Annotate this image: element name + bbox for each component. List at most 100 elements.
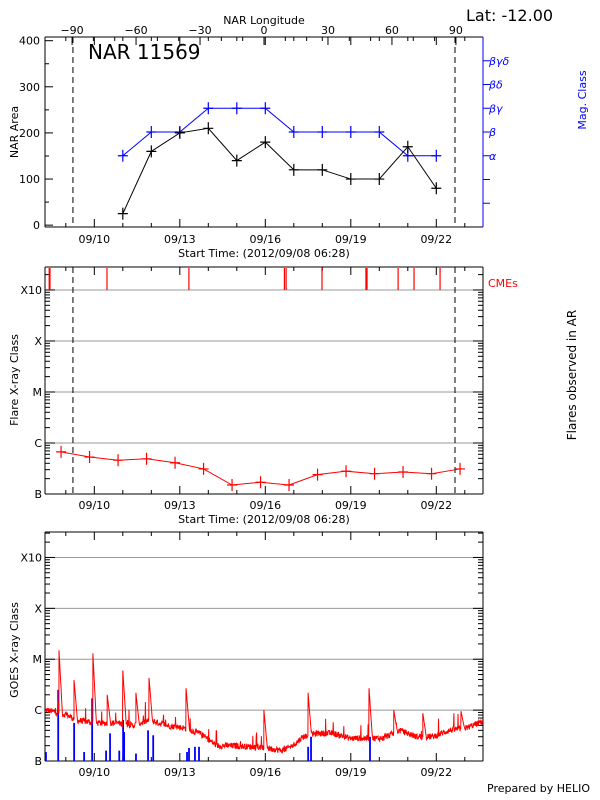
flare-marker (398, 465, 409, 478)
y-tick-label: 300 (19, 81, 40, 94)
x-tick-label: 09/19 (335, 233, 367, 246)
flare-marker (56, 445, 67, 458)
goes-event-bar (198, 746, 200, 761)
y2-axis-title-mag-class: Mag. Class (576, 70, 589, 129)
x-tick-label: 09/13 (164, 766, 196, 779)
y-tick-label: M (33, 386, 43, 399)
y-axis-title-goes-class: GOES X-ray Class (8, 602, 21, 698)
x-tick-label: 09/10 (78, 499, 110, 512)
x-tick-label: 09/22 (420, 499, 452, 512)
goes-event-bar (91, 698, 94, 761)
goes-event-bar (57, 689, 60, 761)
y-tick-label: X (34, 335, 42, 348)
mag-class-marker (345, 126, 356, 138)
y-tick-label: C (34, 704, 42, 717)
mag-class-marker (317, 126, 328, 138)
x2-tick-label: 0 (261, 24, 268, 37)
mag-class-marker (231, 102, 242, 115)
y-tick-label: 0 (33, 219, 40, 232)
goes-event-bar (188, 748, 190, 761)
area-line (122, 127, 437, 214)
x2-tick-label: −60 (124, 24, 147, 37)
mag-class-marker (374, 126, 385, 138)
flare-marker (341, 465, 352, 478)
area-marker (174, 126, 185, 139)
area-marker (260, 136, 271, 149)
flare-marker (255, 476, 266, 489)
x2-tick-label: −90 (60, 24, 83, 37)
x-axis-title-panel1: Start Time: (2012/09/08 06:28) (178, 247, 350, 260)
goes-event-bar (147, 730, 149, 761)
flare-marker (113, 454, 124, 467)
y2-tick-label: β (488, 126, 496, 139)
area-marker (203, 122, 214, 135)
y-tick-label: C (34, 437, 42, 450)
area-marker (374, 173, 385, 186)
goes-event-bar (135, 753, 137, 761)
goes-event-bar (118, 750, 121, 761)
x-tick-label: 09/13 (164, 499, 196, 512)
x-tick-label: 09/16 (249, 233, 281, 246)
goes-event-bar (45, 752, 47, 761)
x2-tick-label: 30 (321, 24, 335, 37)
area-marker (288, 163, 299, 176)
mag-class-line (122, 107, 437, 157)
x-tick-label: 09/10 (78, 233, 110, 246)
area-marker (231, 154, 242, 167)
mag-class-marker (146, 126, 157, 138)
area-marker (431, 182, 442, 195)
flare-marker (170, 456, 181, 469)
goes-event-bar (109, 733, 111, 761)
flare-marker (455, 462, 466, 475)
latitude-annotation: Lat: -12.00 (466, 6, 553, 25)
x-axis-title-panel2: Start Time: (2012/09/08 06:28) (178, 513, 350, 526)
y2-tick-label: α (489, 150, 497, 163)
y-tick-label: X (34, 602, 42, 615)
x2-tick-label: 90 (449, 24, 463, 37)
goes-event-bar (307, 746, 310, 761)
mag-class-marker (431, 149, 442, 162)
area-marker (345, 173, 356, 186)
goes-event-bar (186, 752, 188, 761)
goes-event-bar (83, 752, 86, 761)
goes-event-bar (369, 736, 371, 761)
x-tick-label: 09/19 (335, 766, 367, 779)
y2-tick-label: βγδ (488, 55, 510, 68)
x-tick-label: 09/16 (249, 766, 281, 779)
flare-marker (284, 479, 295, 492)
goes-event-bar (152, 735, 155, 761)
prepared-by-credit: Prepared by HELIO (487, 782, 590, 795)
mag-class-marker (260, 102, 271, 115)
x2-tick-label: 60 (385, 24, 399, 37)
flare-marker (198, 462, 209, 475)
flare-marker (84, 451, 95, 464)
area-marker (402, 140, 413, 153)
y2-axis-title-flares-observed: Flares observed in AR (565, 310, 579, 440)
area-marker (117, 207, 128, 220)
x-tick-label: 09/22 (420, 233, 452, 246)
y-tick-label: B (34, 755, 42, 768)
cme-label: CMEs (488, 277, 518, 290)
x-tick-label: 09/10 (78, 766, 110, 779)
mag-class-marker (288, 126, 299, 138)
y-tick-label: X10 (20, 551, 42, 564)
y-tick-label: X10 (20, 284, 42, 297)
y-tick-label: 100 (19, 173, 40, 186)
goes-event-bar (122, 719, 125, 761)
area-marker (317, 163, 328, 176)
y-tick-label: M (33, 653, 43, 666)
goes-event-bar (73, 722, 76, 761)
x-tick-label: 09/19 (335, 499, 367, 512)
flare-marker (426, 467, 437, 480)
flare-marker (312, 468, 323, 481)
y-tick-label: 200 (19, 127, 40, 140)
flare-marker (227, 479, 238, 492)
flare-marker (369, 467, 380, 480)
x-tick-label: 09/13 (164, 233, 196, 246)
y2-tick-label: βγ (488, 102, 503, 115)
mag-class-marker (203, 102, 214, 115)
goes-event-bar (310, 736, 312, 761)
y-axis-title-area: NAR Area (8, 106, 21, 158)
x2-tick-label: −30 (188, 24, 211, 37)
